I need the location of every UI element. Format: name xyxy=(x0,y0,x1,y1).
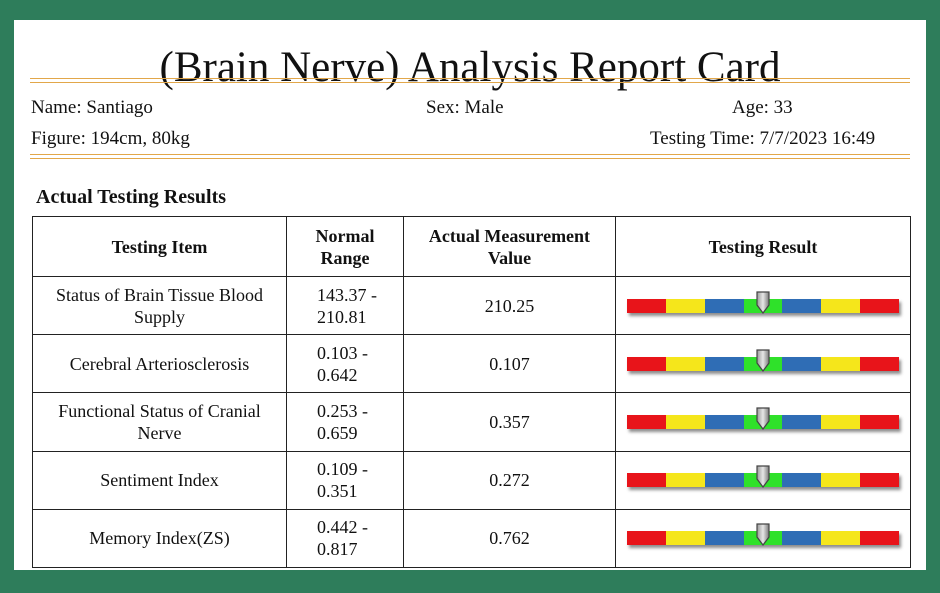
gauge-segment xyxy=(665,531,705,546)
gauge-segment xyxy=(782,298,822,313)
gauge-segment xyxy=(627,531,666,546)
header-normal-range: Normal Range xyxy=(286,216,404,277)
measurement-value-cell: 0.762 xyxy=(403,508,616,569)
gauge-segment xyxy=(860,473,900,488)
gauge-segment xyxy=(627,473,666,488)
gauge-segment xyxy=(782,414,822,429)
testing-result-cell xyxy=(615,450,911,510)
gauge-segment xyxy=(665,414,705,429)
gauge-segment xyxy=(782,473,822,488)
divider-bottom xyxy=(30,154,910,159)
normal-range-cell: 0.103 - 0.642 xyxy=(286,334,404,394)
gauge-segment xyxy=(821,473,861,488)
gauge-bar xyxy=(627,414,900,429)
gauge-bar xyxy=(627,356,900,371)
result-gauge xyxy=(627,407,900,435)
testing-result-cell xyxy=(615,334,911,394)
gauge-segment xyxy=(860,414,900,429)
measurement-value-cell: 210.25 xyxy=(403,275,616,336)
header-testing-result: Testing Result xyxy=(615,216,911,277)
divider-top xyxy=(30,78,910,83)
gauge-segment xyxy=(704,473,744,488)
gauge-segment xyxy=(665,356,705,371)
testing-result-cell xyxy=(615,392,911,452)
gauge-segment xyxy=(782,531,822,546)
gauge-segment xyxy=(782,356,822,371)
gauge-segment xyxy=(704,298,744,313)
testing-result-cell xyxy=(615,508,911,569)
gauge-pointer-icon xyxy=(756,349,770,372)
gauge-bar xyxy=(627,531,900,546)
patient-sex: Sex: Male xyxy=(426,97,504,118)
gauge-pointer-icon xyxy=(756,407,770,430)
table-row: Cerebral Arteriosclerosis 0.103 - 0.642 0.… xyxy=(32,334,911,394)
testing-item-cell: Cerebral Arteriosclerosis xyxy=(32,334,287,394)
section-title: Actual Testing Results xyxy=(36,186,227,208)
gauge-segment xyxy=(665,473,705,488)
table-row: Status of Brain Tissue Blood Supply 143.3… xyxy=(32,275,911,336)
gauge-segment xyxy=(860,298,900,313)
patient-figure: Figure: 194cm, 80kg xyxy=(31,128,190,149)
result-gauge xyxy=(627,465,900,493)
result-gauge xyxy=(627,349,900,377)
normal-range-cell: 0.442 - 0.817 xyxy=(286,508,404,569)
measurement-value-cell: 0.107 xyxy=(403,334,616,394)
gauge-pointer-icon xyxy=(756,465,770,489)
result-gauge xyxy=(627,523,900,551)
measurement-value-cell: 0.272 xyxy=(403,450,616,510)
results-table: Testing Item Normal Range Actual Measure… xyxy=(32,216,911,569)
gauge-segment xyxy=(860,356,900,371)
table-row: Memory Index(ZS) 0.442 - 0.817 0.762 xyxy=(32,508,911,569)
testing-result-cell xyxy=(615,275,911,336)
testing-item-cell: Memory Index(ZS) xyxy=(32,508,287,569)
measurement-value-cell: 0.357 xyxy=(403,392,616,452)
gauge-pointer-icon xyxy=(756,290,770,314)
result-gauge xyxy=(627,290,900,319)
normal-range-cell: 143.37 - 210.81 xyxy=(286,275,404,336)
gauge-segment xyxy=(627,298,666,313)
report-card: (Brain Nerve) Analysis Report Card Name:… xyxy=(14,20,926,570)
header-measurement-value: Actual Measurement Value xyxy=(403,216,616,277)
gauge-segment xyxy=(860,531,900,546)
gauge-segment xyxy=(627,414,666,429)
gauge-segment xyxy=(821,414,861,429)
gauge-segment xyxy=(704,414,744,429)
gauge-bar xyxy=(627,473,900,488)
gauge-segment xyxy=(627,356,666,371)
gauge-pointer-icon xyxy=(756,523,770,547)
patient-name: Name: Santiago xyxy=(31,97,153,118)
patient-age: Age: 33 xyxy=(732,97,793,118)
testing-item-cell: Functional Status of Cranial Nerve xyxy=(32,392,287,452)
gauge-segment xyxy=(821,531,861,546)
gauge-segment xyxy=(704,356,744,371)
normal-range-cell: 0.109 - 0.351 xyxy=(286,450,404,510)
gauge-segment xyxy=(821,356,861,371)
table-row: Sentiment Index 0.109 - 0.351 0.272 xyxy=(32,450,911,510)
gauge-segment xyxy=(665,298,705,313)
testing-item-cell: Sentiment Index xyxy=(32,450,287,510)
table-row: Functional Status of Cranial Nerve 0.253 … xyxy=(32,392,911,452)
header-testing-item: Testing Item xyxy=(32,216,287,277)
normal-range-cell: 0.253 - 0.659 xyxy=(286,392,404,452)
testing-item-cell: Status of Brain Tissue Blood Supply xyxy=(32,275,287,336)
gauge-segment xyxy=(821,298,861,313)
table-header-row: Testing Item Normal Range Actual Measure… xyxy=(32,216,911,277)
gauge-segment xyxy=(704,531,744,546)
testing-time: Testing Time: 7/7/2023 16:49 xyxy=(650,128,876,149)
report-title: (Brain Nerve) Analysis Report Card xyxy=(159,44,781,91)
